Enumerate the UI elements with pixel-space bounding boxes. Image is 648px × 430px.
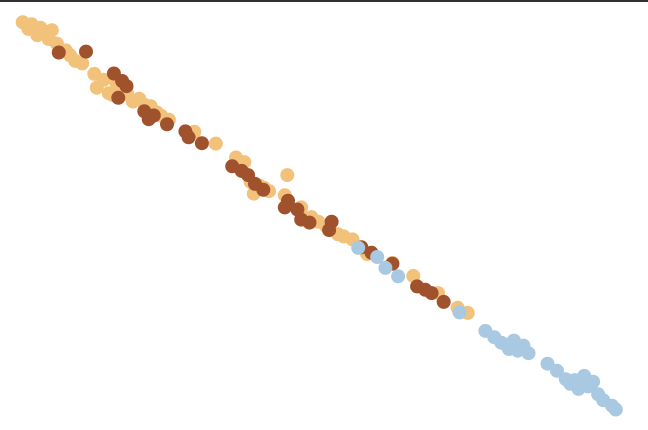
point-series-2-18 — [256, 182, 271, 197]
point-series-3-27 — [608, 402, 623, 417]
window-top-border — [0, 0, 648, 2]
point-series-2-20 — [281, 193, 295, 208]
point-series-1-39 — [280, 168, 295, 183]
point-series-1-13 — [75, 56, 90, 71]
point-series-3-16 — [550, 363, 564, 378]
point-series-2-9 — [146, 108, 161, 123]
points-layer — [15, 15, 623, 417]
point-series-2-2 — [79, 44, 93, 59]
point-series-3-1 — [351, 240, 366, 255]
point-series-2-4 — [111, 90, 126, 105]
point-series-2-32 — [436, 294, 451, 309]
point-series-1-51 — [406, 268, 421, 283]
point-series-3-5 — [452, 305, 467, 320]
point-series-1-30 — [208, 136, 223, 151]
point-series-2-12 — [181, 130, 196, 145]
point-series-2-10 — [160, 117, 174, 132]
point-series-3-23 — [586, 374, 601, 389]
point-series-2-13 — [194, 136, 209, 151]
point-series-2-1 — [51, 45, 66, 60]
point-series-2-31 — [424, 286, 439, 301]
point-series-1-16 — [96, 72, 111, 87]
point-series-3-4 — [391, 269, 406, 284]
point-series-2-6 — [119, 79, 134, 94]
point-series-3-3 — [378, 260, 393, 275]
point-series-1-8 — [44, 23, 59, 38]
point-series-3-14 — [521, 346, 536, 361]
point-series-3-2 — [370, 250, 385, 264]
point-series-2-23 — [302, 215, 317, 230]
point-series-2-25 — [324, 214, 339, 229]
